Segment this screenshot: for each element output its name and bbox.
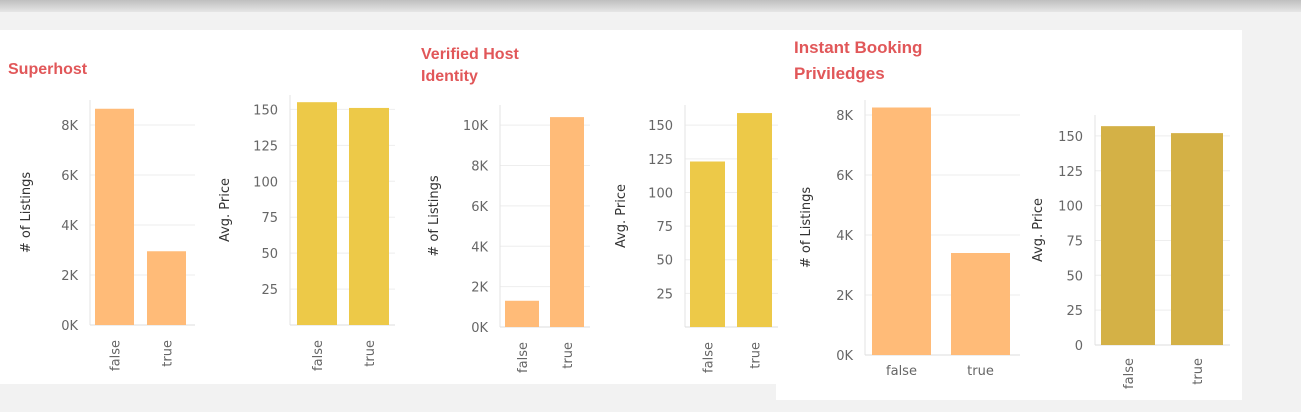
x-category-label: true (749, 342, 764, 369)
bar-true (951, 253, 1010, 355)
x-category-label: false (109, 340, 124, 371)
y-axis-title: Avg. Price (218, 178, 233, 242)
y-tick-label: 100 (253, 175, 278, 190)
y-tick-label: 50 (1066, 269, 1083, 284)
y-tick-label: 25 (1066, 304, 1083, 319)
y-tick-label: 50 (261, 247, 278, 262)
x-category-label: true (1191, 358, 1206, 385)
title-line: Instant Booking (794, 38, 923, 57)
y-tick-label: 8K (471, 160, 488, 175)
y-tick-label: 100 (648, 186, 673, 201)
bar-false (690, 161, 725, 327)
x-category-label: false (516, 342, 531, 373)
y-tick-label: 75 (1066, 234, 1083, 249)
bar-true (147, 251, 186, 325)
y-tick-label: 75 (656, 220, 673, 235)
x-category-label: false (702, 342, 717, 373)
y-tick-label: 125 (253, 139, 278, 154)
y-tick-label: 150 (648, 119, 673, 134)
y-tick-label: 100 (1058, 200, 1083, 215)
title-line: Priviledges (794, 64, 885, 83)
bar-false (1101, 126, 1155, 345)
bar-true (349, 107, 389, 325)
bar-false (297, 102, 337, 325)
y-tick-label: 125 (648, 153, 673, 168)
y-tick-label: 4K (61, 219, 78, 234)
y-axis-title: Avg. Price (1031, 198, 1046, 262)
section-title-verified-host: Verified Host Identity (421, 44, 519, 88)
x-category-label: true (561, 342, 576, 369)
bar-true (550, 117, 584, 327)
x-category-label: true (967, 364, 994, 379)
y-tick-label: 6K (61, 169, 78, 184)
y-tick-label: 2K (61, 269, 78, 284)
y-tick-label: 125 (1058, 165, 1083, 180)
panel-verified-host (415, 30, 800, 384)
y-tick-label: 150 (253, 103, 278, 118)
window-top-bar (0, 0, 1301, 12)
y-tick-label: 0K (471, 321, 488, 336)
y-tick-label: 8K (836, 109, 853, 124)
y-tick-label: 6K (471, 200, 488, 215)
y-tick-label: 75 (261, 211, 278, 226)
y-tick-label: 150 (1058, 130, 1083, 145)
x-category-label: true (363, 340, 378, 367)
x-category-label: false (311, 340, 326, 371)
y-axis-title: # of Listings (19, 172, 34, 254)
y-tick-label: 0K (836, 349, 853, 364)
section-title-instant-booking: Instant Booking Priviledges (794, 35, 922, 87)
y-tick-label: 25 (261, 283, 278, 298)
y-axis-title: Avg. Price (614, 184, 629, 248)
y-tick-label: 10K (463, 119, 489, 134)
y-tick-label: 2K (471, 281, 488, 296)
y-tick-label: 8K (61, 119, 78, 134)
bar-false (95, 108, 134, 325)
y-tick-label: 25 (656, 287, 673, 302)
y-axis-title: # of Listings (799, 187, 814, 269)
title-line: Verified Host (421, 46, 519, 63)
bar-true (737, 113, 772, 327)
bar-false (505, 300, 539, 327)
x-category-label: false (886, 364, 917, 379)
y-tick-label: 50 (656, 254, 673, 269)
title-line: Superhost (8, 61, 88, 78)
x-category-label: true (161, 340, 176, 367)
title-line: Identity (421, 68, 478, 85)
y-axis-title: # of Listings (427, 175, 442, 257)
y-tick-label: 2K (836, 289, 853, 304)
bar-true (1171, 133, 1223, 345)
y-tick-label: 0 (1075, 339, 1083, 354)
bar-false (872, 107, 931, 355)
y-tick-label: 6K (836, 169, 853, 184)
section-title-superhost: Superhost (8, 59, 87, 81)
y-tick-label: 0K (61, 319, 78, 334)
y-tick-label: 4K (471, 240, 488, 255)
y-tick-label: 4K (836, 229, 853, 244)
x-category-label: false (1122, 358, 1137, 389)
